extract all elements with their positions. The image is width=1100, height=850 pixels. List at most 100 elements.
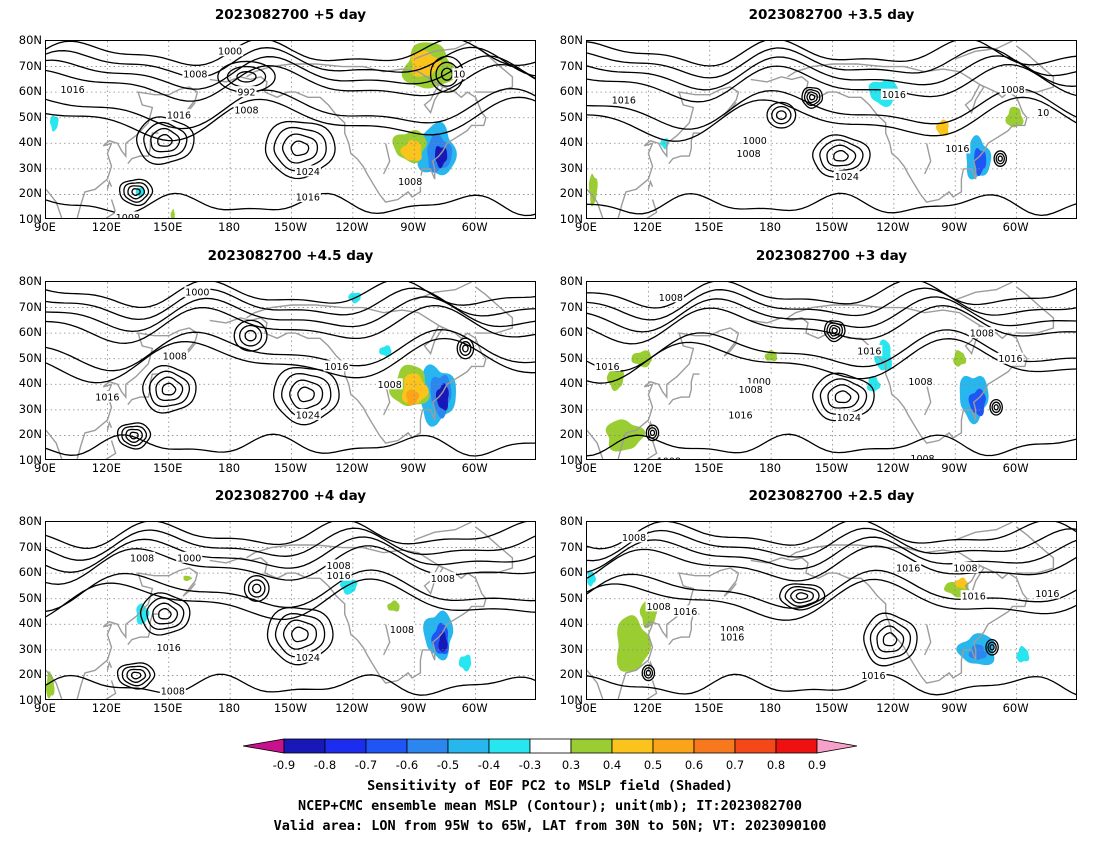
sensitivity-patch <box>968 644 987 660</box>
lon-tick-label: 120W <box>335 220 369 234</box>
contour-label: 1008 <box>431 574 455 585</box>
contour-label-bg <box>835 411 862 423</box>
contour-label: 1008 <box>970 329 994 340</box>
lat-tick-label: 40N <box>18 616 42 631</box>
lat-tick-label: 30N <box>18 641 42 656</box>
contour-label-bg <box>968 327 995 339</box>
contour-label: 1024 <box>296 410 320 421</box>
coastlines <box>587 522 1055 699</box>
map-canvas: 1016 1016 1008 1000 1008 1024 1016 10 <box>587 41 1076 218</box>
lat-tick-label: 40N <box>559 376 583 391</box>
contour-label: 1008 <box>908 377 932 388</box>
lat-tick-label: 80N <box>559 33 583 47</box>
contour-label-bg <box>895 562 922 574</box>
sensitivity-patch <box>387 600 400 612</box>
lon-tick-label: 90W <box>400 220 427 234</box>
lat-tick-label: 50N <box>18 350 42 365</box>
lon-tick-label: 150E <box>694 220 724 234</box>
contour-label-bg <box>176 551 203 563</box>
lat-tick-label: 80N <box>18 33 42 47</box>
lon-tick-label: 120W <box>876 461 910 475</box>
contour-label-bg <box>727 408 754 420</box>
contour-label: 1024 <box>296 653 320 664</box>
lon-tick-label: 90W <box>400 701 427 715</box>
contour-label: 1016 <box>896 564 920 575</box>
contour-label: 1008 <box>910 454 934 460</box>
contour-label: 1008 <box>116 213 140 219</box>
lat-tick-label: 20N <box>18 667 42 682</box>
contour-label: 1008 <box>739 385 763 396</box>
lon-tick-label: 120E <box>91 461 121 475</box>
contour-label: 1008 <box>326 561 350 572</box>
contour-label: 1016 <box>324 362 348 373</box>
lat-tick-label: 70N <box>559 539 583 554</box>
contour-label: 1016 <box>962 592 986 603</box>
sensitivity-shading <box>348 292 456 427</box>
lat-tick-label: 40N <box>18 376 42 391</box>
contour-label-bg <box>741 134 768 146</box>
sensitivity-patch <box>1016 646 1030 663</box>
contour-label: 1008 <box>953 564 977 575</box>
contour-label: 10 <box>453 70 465 81</box>
contour-label: 1000 <box>218 47 242 58</box>
lat-tick-label: 10N <box>559 212 583 226</box>
colorbar-swatch <box>406 738 449 754</box>
lat-tick-label: 80N <box>559 274 583 288</box>
lon-tick-label: 150E <box>694 701 724 715</box>
contour-label-bg <box>737 383 764 395</box>
lon-tick-label: 60W <box>461 701 488 715</box>
contour-label: 1000 <box>743 136 767 147</box>
contour-label-bg <box>325 559 352 571</box>
lat-tick-label: 70N <box>559 299 583 314</box>
gridlines <box>587 282 1076 459</box>
contour-label-bg <box>719 623 746 635</box>
lat-tick-label: 50N <box>559 350 583 365</box>
contour-label: 1008 <box>657 457 681 461</box>
caption-line-1: Sensitivity of EOF PC2 to MSLP field (Sh… <box>367 778 733 794</box>
lon-tick-label: 60W <box>461 461 488 475</box>
lat-tick-label: 20N <box>559 667 583 682</box>
lon-tick-label: 60W <box>1002 701 1029 715</box>
lon-tick-label: 120W <box>876 701 910 715</box>
panel-title: 2023082700 +5 day <box>214 7 367 23</box>
colorbar-swatch <box>447 738 490 754</box>
contour-label: 1016 <box>998 354 1022 365</box>
lat-tick-label: 60N <box>18 565 42 580</box>
lon-tick-label: 120E <box>632 701 662 715</box>
coastlines <box>46 522 514 699</box>
lon-tick-label: 180 <box>218 461 241 475</box>
lat-tick-label: 20N <box>559 186 583 201</box>
lon-tick-label: 90W <box>941 220 968 234</box>
lon-tick-label: 180 <box>759 701 782 715</box>
contour-label-bg <box>1034 587 1061 599</box>
lon-tick-label: 90E <box>34 701 56 715</box>
contour-label: 1008 <box>737 149 761 160</box>
lon-tick-label: 60W <box>1002 461 1029 475</box>
panel-title: 2023082700 +4.5 day <box>207 248 374 264</box>
lon-tick-label: 120E <box>91 701 121 715</box>
contour-label-bg <box>294 408 321 420</box>
contour-label-bg <box>155 641 182 653</box>
lon-tick-label: 150W <box>273 220 308 234</box>
contour-label: 1016 <box>612 95 636 106</box>
contour-label: 1016 <box>1035 589 1059 600</box>
sensitivity-patch <box>867 376 881 392</box>
gridlines <box>46 41 535 218</box>
contour-label-bg <box>236 86 257 98</box>
colorbar-swatch <box>283 738 326 754</box>
map-canvas: 1000 1008 1016 1016 1024 1008 <box>46 282 535 459</box>
lat-tick-label: 20N <box>18 427 42 442</box>
contour-label-bg <box>1036 106 1051 118</box>
sensitivity-patch <box>170 208 175 218</box>
map-panel: 1008 1000 1008 1016 1008 1008 1016 1024 1008 <box>45 521 536 700</box>
sensitivity-patch <box>183 575 192 581</box>
sensitivity-patch <box>438 631 448 652</box>
sensitivity-patch <box>954 577 968 589</box>
lon-tick-label: 90W <box>941 701 968 715</box>
lat-tick-label: 20N <box>18 186 42 201</box>
colorbar-tick-label: -0.6 <box>395 758 419 772</box>
lat-tick-label: 30N <box>559 160 583 175</box>
contour-label-bg <box>997 352 1024 364</box>
lat-tick-label: 50N <box>559 590 583 605</box>
lon-tick-label: 120E <box>632 461 662 475</box>
